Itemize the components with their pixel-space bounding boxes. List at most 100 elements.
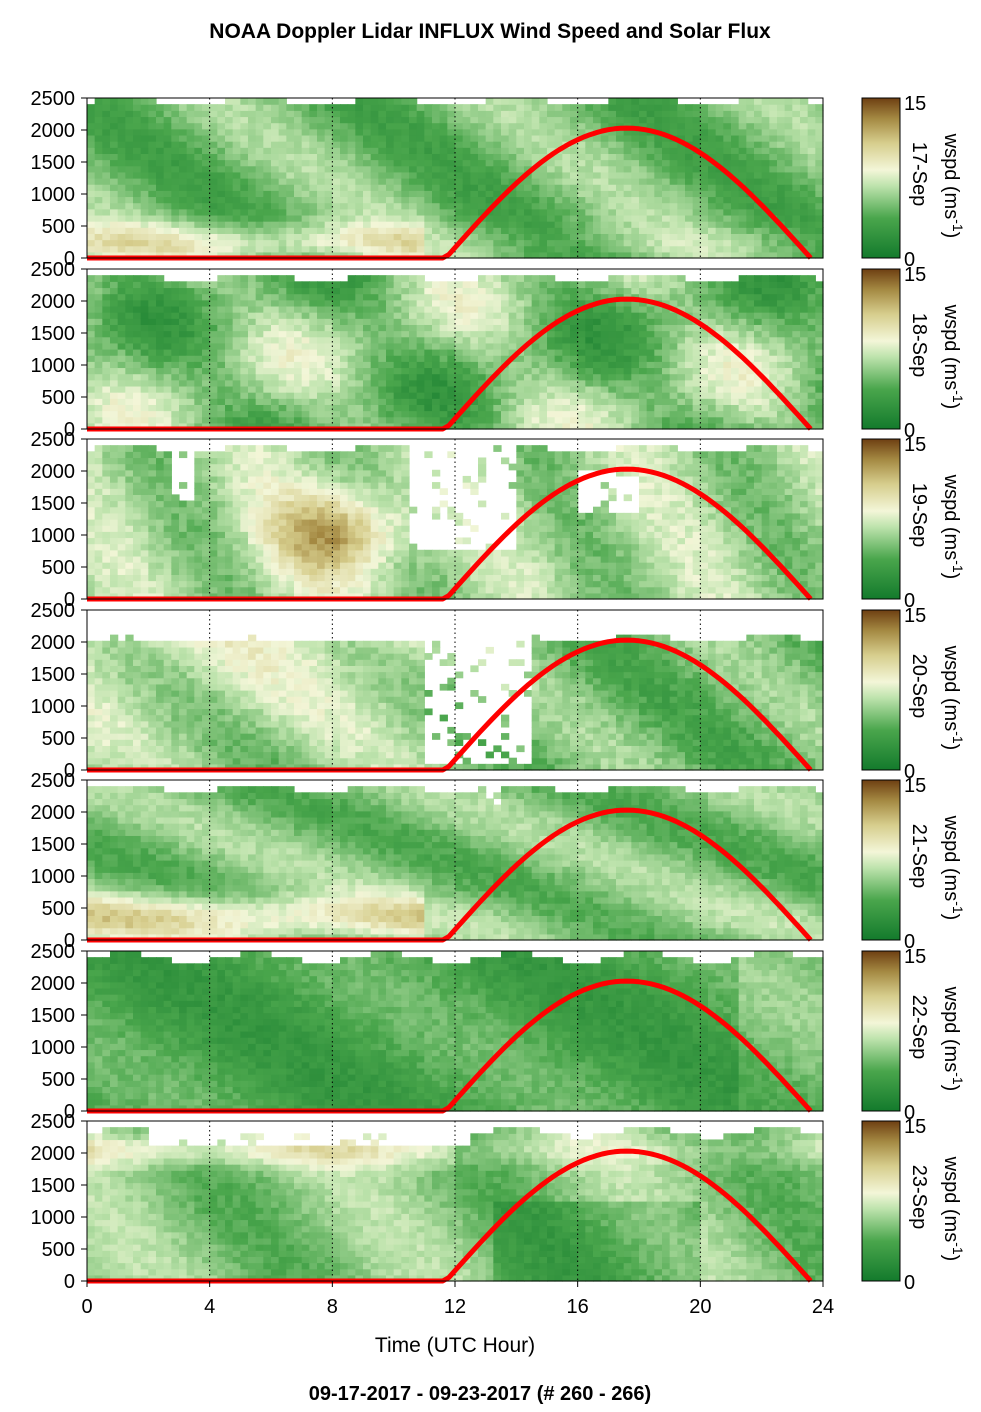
heatmap-cell	[401, 239, 410, 247]
heatmap-cell	[117, 580, 126, 588]
heatmap-cell	[593, 116, 602, 124]
heatmap-cell	[324, 134, 333, 142]
heatmap-cell	[784, 208, 793, 216]
heatmap-cell	[186, 202, 195, 210]
heatmap-cell	[700, 214, 709, 222]
heatmap-cell	[102, 445, 111, 452]
heatmap-cell	[746, 373, 755, 381]
heatmap-cell	[539, 361, 548, 369]
heatmap-cell	[370, 251, 379, 259]
heatmap-cell	[800, 379, 809, 387]
heatmap-cell	[263, 184, 272, 191]
heatmap-cell	[585, 342, 594, 350]
heatmap-cell	[685, 299, 694, 307]
heatmap-cell	[286, 336, 295, 344]
heatmap-cell	[186, 373, 195, 381]
heatmap-cell	[171, 416, 180, 424]
heatmap-cell	[792, 184, 801, 191]
heatmap-cell	[171, 349, 180, 356]
heatmap-cell	[363, 147, 372, 154]
heatmap-cell	[286, 214, 295, 222]
heatmap-cell	[447, 116, 456, 124]
heatmap-cell	[485, 398, 494, 405]
heatmap-cell	[784, 171, 793, 179]
heatmap-cell	[179, 392, 188, 399]
heatmap-cell	[815, 398, 824, 405]
heatmap-cell	[140, 190, 149, 198]
heatmap-cell	[94, 385, 103, 393]
heatmap-cell	[746, 159, 755, 167]
heatmap-cell	[715, 128, 724, 136]
heatmap-cell	[777, 275, 786, 282]
heatmap-cell	[593, 392, 602, 399]
heatmap-cell	[439, 202, 448, 210]
heatmap-cell	[355, 98, 364, 105]
heatmap-cell	[462, 324, 471, 332]
heatmap-cell	[432, 233, 441, 241]
heatmap-cell	[87, 239, 96, 247]
heatmap-cell	[692, 184, 701, 191]
heatmap-cell	[309, 355, 318, 362]
heatmap-cell	[94, 116, 103, 124]
heatmap-cell	[163, 318, 172, 325]
heatmap-cell	[554, 293, 563, 301]
heatmap-cell	[508, 324, 517, 332]
heatmap-cell	[424, 233, 433, 241]
heatmap-cell	[715, 281, 724, 289]
heatmap-cell	[278, 171, 287, 179]
heatmap-cell	[738, 312, 747, 319]
heatmap-cell	[462, 410, 471, 418]
heatmap-cell	[600, 104, 609, 111]
heatmap-cell	[424, 184, 433, 191]
heatmap-cell	[631, 134, 640, 142]
heatmap-cell	[240, 178, 249, 185]
heatmap-cell	[531, 178, 540, 185]
heatmap-cell	[800, 349, 809, 356]
heatmap-cell	[815, 385, 824, 393]
heatmap-cell	[455, 385, 464, 393]
heatmap-cell	[531, 159, 540, 167]
heatmap-cell	[370, 410, 379, 418]
heatmap-cell	[424, 373, 433, 381]
heatmap-cell	[585, 361, 594, 369]
heatmap-cell	[478, 342, 487, 350]
heatmap-cell	[110, 184, 119, 191]
heatmap-cell	[685, 287, 694, 295]
heatmap-cell	[708, 416, 717, 424]
heatmap-cell	[194, 165, 203, 173]
heatmap-cell	[623, 141, 632, 148]
heatmap-cell	[163, 208, 172, 216]
heatmap-cell	[685, 410, 694, 418]
heatmap-cell	[186, 171, 195, 179]
heatmap-cell	[248, 305, 257, 313]
heatmap-cell	[585, 251, 594, 259]
heatmap-cell	[347, 196, 356, 204]
heatmap-cell	[309, 336, 318, 344]
heatmap-cell	[501, 104, 510, 111]
heatmap-cell	[294, 233, 303, 241]
heatmap-cell	[424, 147, 433, 154]
heatmap-cell	[554, 153, 563, 161]
heatmap-cell	[355, 196, 364, 204]
heatmap-cell	[271, 171, 280, 179]
heatmap-cell	[562, 355, 571, 362]
heatmap-cell	[754, 221, 763, 228]
heatmap-cell	[409, 385, 418, 393]
heatmap-cell	[616, 116, 625, 124]
heatmap-cell	[738, 324, 747, 332]
heatmap-cell	[102, 324, 111, 332]
heatmap-cell	[324, 287, 333, 295]
heatmap-cell	[646, 245, 655, 253]
heatmap-cell	[286, 208, 295, 216]
heatmap-cell	[363, 422, 372, 430]
heatmap-cell	[355, 141, 364, 148]
heatmap-cell	[631, 398, 640, 405]
heatmap-cell	[340, 379, 349, 387]
heatmap-cell	[524, 349, 533, 356]
heatmap-cell	[485, 141, 494, 148]
heatmap-cell	[309, 141, 318, 148]
heatmap-cell	[761, 171, 770, 179]
heatmap-cell	[616, 251, 625, 259]
heatmap-cell	[125, 165, 134, 173]
heatmap-cell	[87, 104, 96, 111]
